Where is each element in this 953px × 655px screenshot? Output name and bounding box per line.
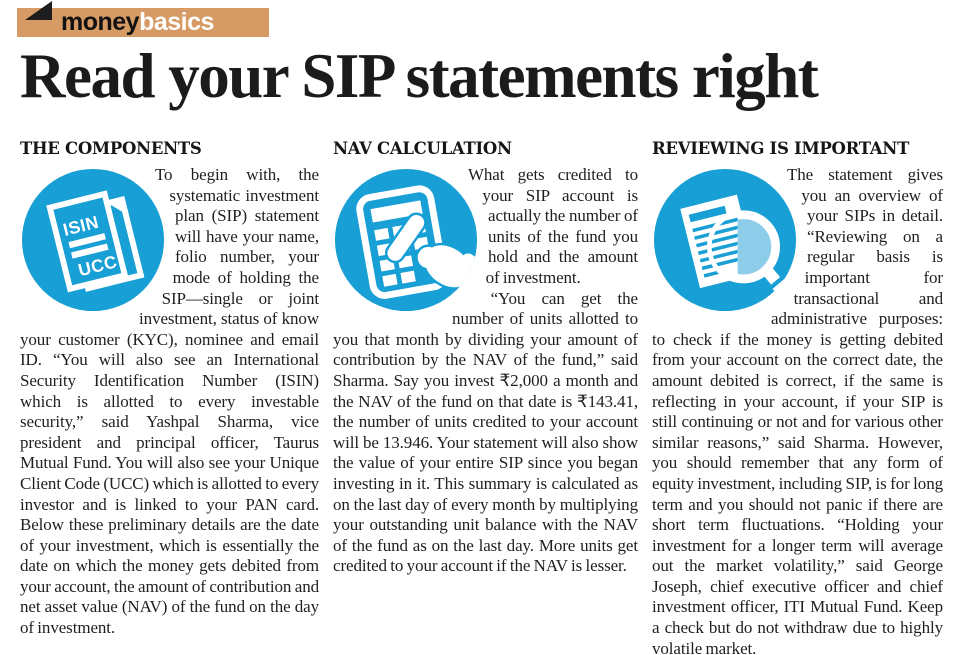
body-paragraph: What gets credited to your SIP account i… xyxy=(333,165,638,289)
banner-word-basics: basics xyxy=(139,8,214,36)
body-paragraph: “You can get the number of units allotte… xyxy=(333,289,638,577)
column-body: ISIN UCC To begin with, the systematic i… xyxy=(20,165,319,639)
paragraph-text: The statement gives you an overview of y… xyxy=(652,165,943,655)
banner-word-money: money xyxy=(61,8,140,36)
article-headline: Read your SIP statements right xyxy=(20,41,819,111)
paragraph-text: “You can get the number of units allotte… xyxy=(333,288,638,576)
body-paragraph: The statement gives you an overview of y… xyxy=(652,165,943,655)
column-the-components: THE COMPONENTS xyxy=(20,139,319,655)
section-banner: moneybasics xyxy=(17,1,269,37)
column-body: What gets credited to your SIP account i… xyxy=(333,165,638,577)
flag-triangle-icon xyxy=(25,1,52,20)
section-banner-title: moneybasics xyxy=(61,10,214,35)
paragraph-text: What gets credited to your SIP account i… xyxy=(467,165,638,287)
paragraph-text: To begin with, the systematic investment… xyxy=(20,165,319,638)
section-heading: THE COMPONENTS xyxy=(20,139,202,158)
body-paragraph: To begin with, the systematic investment… xyxy=(20,165,319,639)
column-nav-calculation: NAV CALCULATION xyxy=(333,139,638,655)
article-columns: THE COMPONENTS xyxy=(0,109,953,655)
section-heading: REVIEWING IS IMPORTANT xyxy=(652,139,910,158)
calculator-hand-icon xyxy=(333,167,479,313)
section-heading: NAV CALCULATION xyxy=(333,139,512,158)
magnifier-document-icon xyxy=(652,167,798,313)
isin-ucc-documents-icon: ISIN UCC xyxy=(20,167,166,313)
column-reviewing-is-important: REVIEWING IS IMPORTANT xyxy=(652,139,943,655)
column-body: The statement gives you an overview of y… xyxy=(652,165,943,655)
